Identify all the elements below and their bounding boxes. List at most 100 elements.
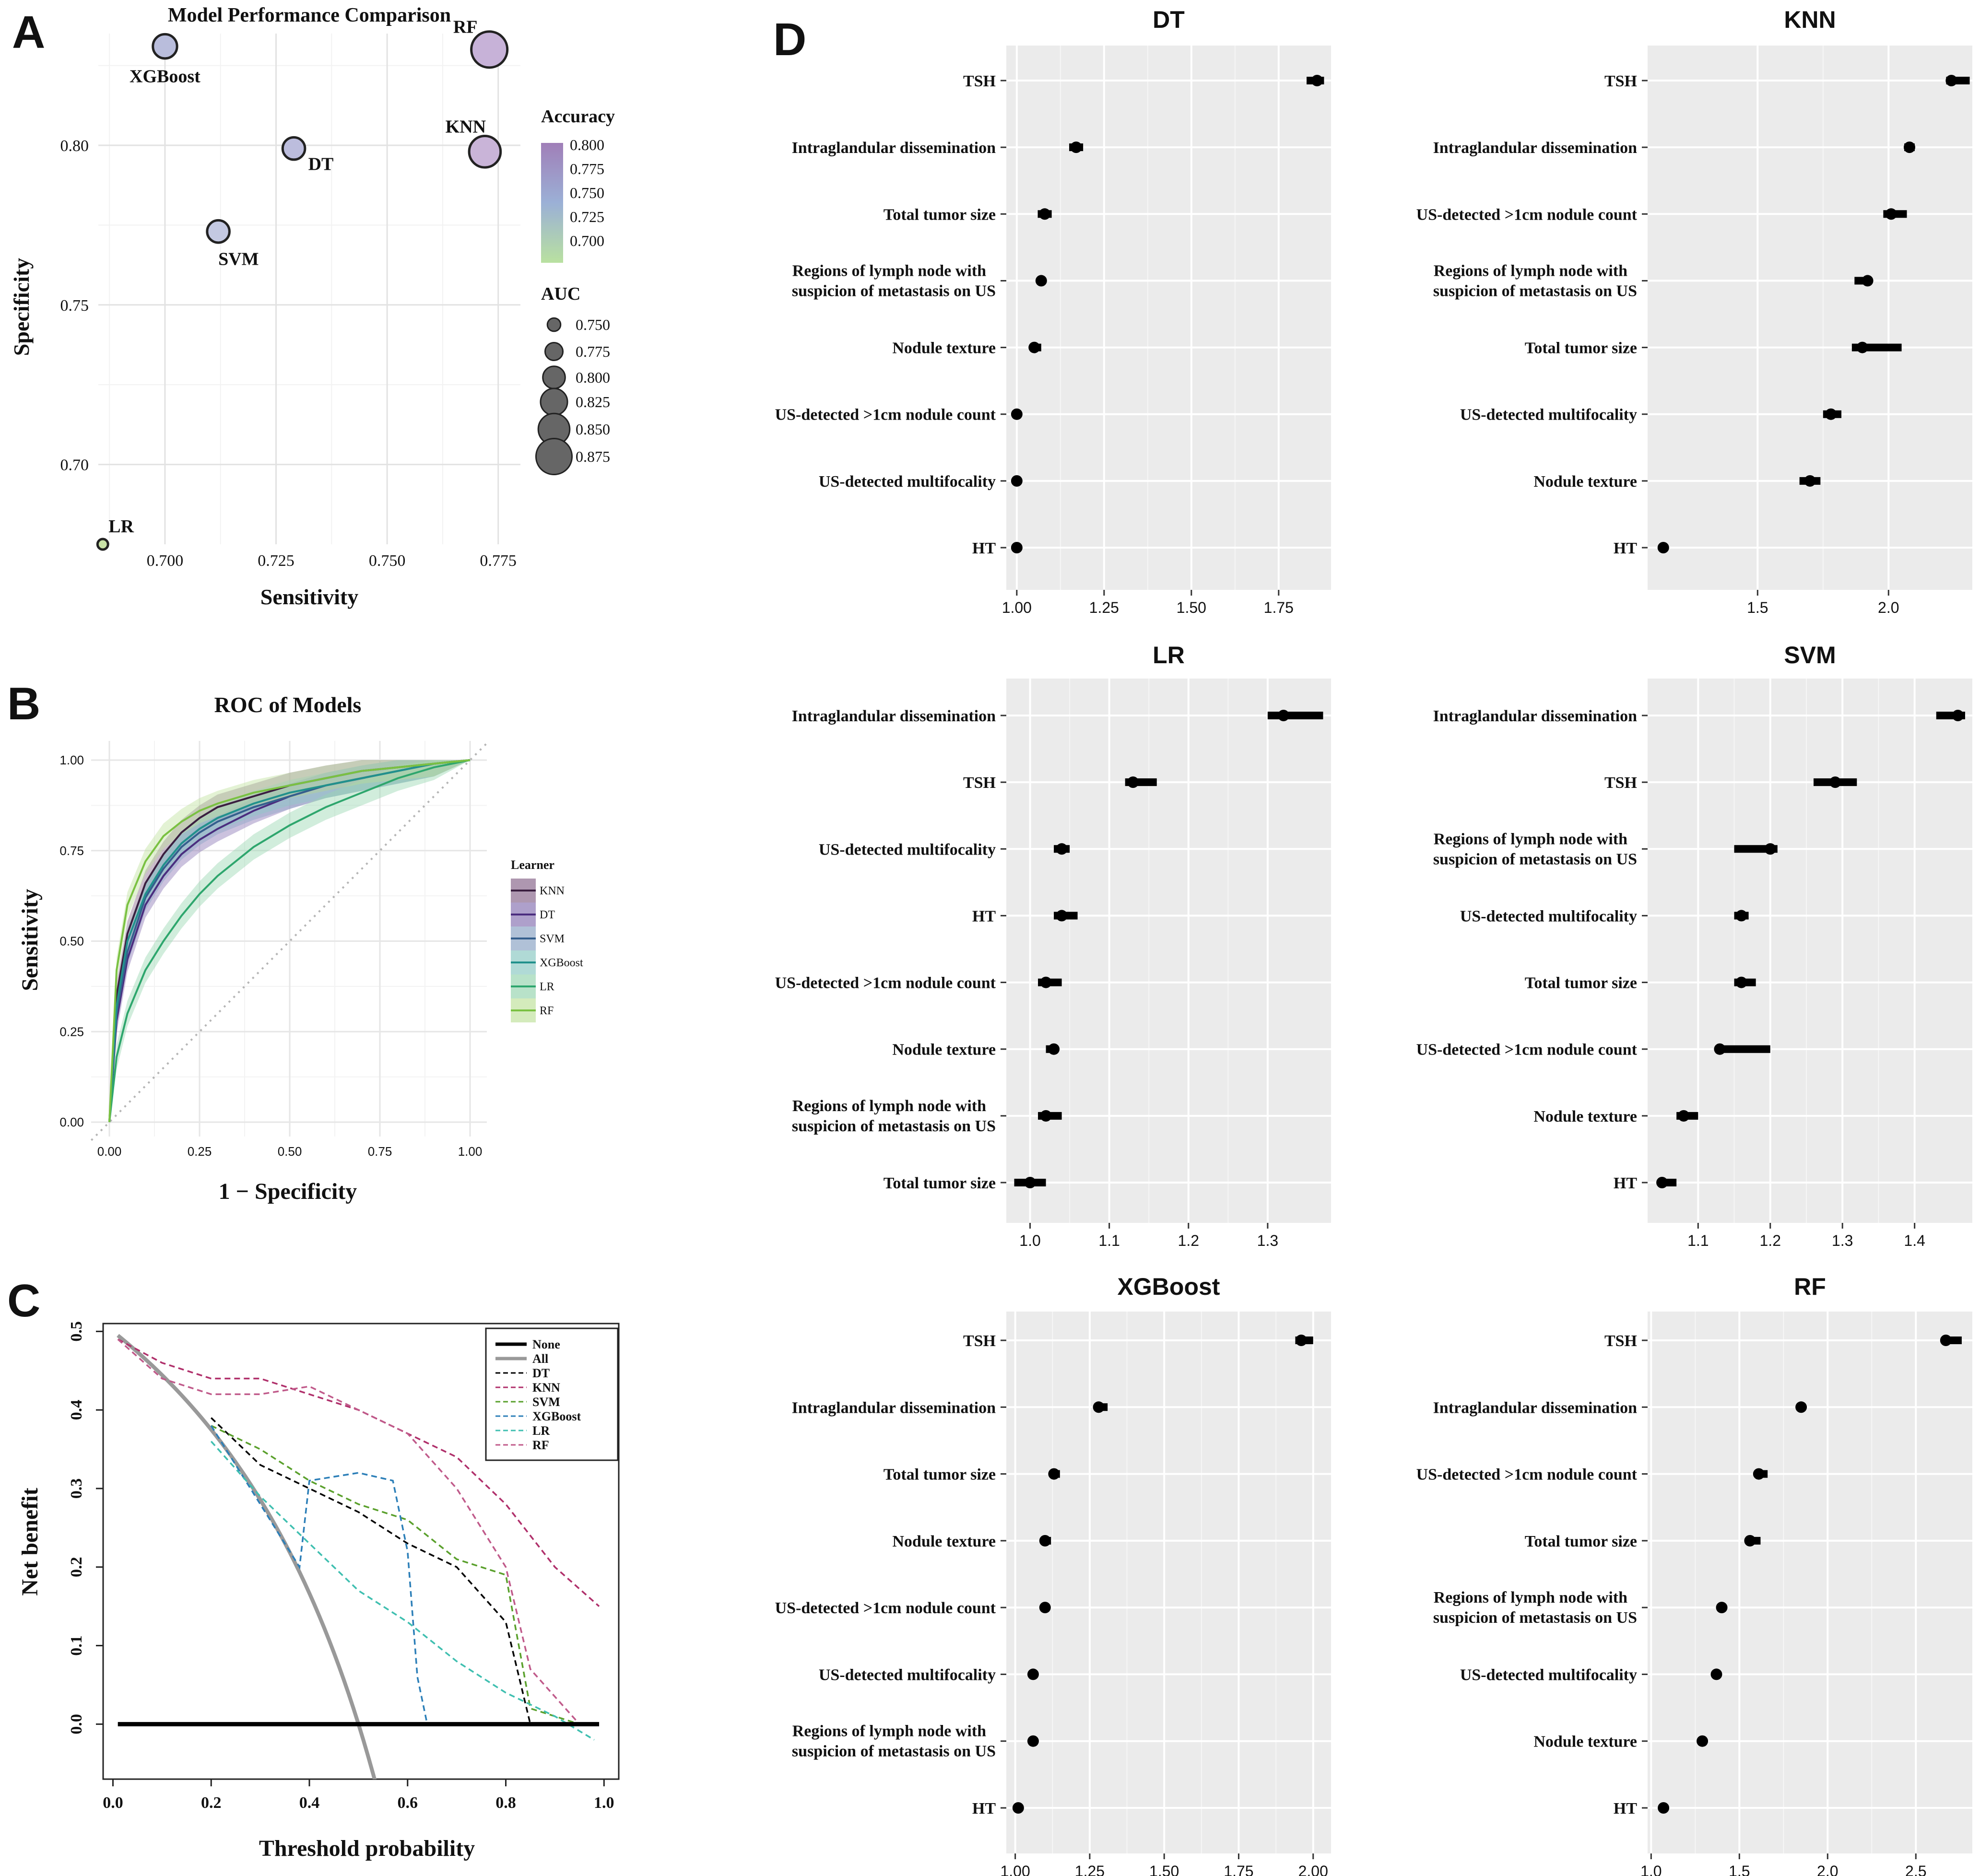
- feature-label: TSH: [1604, 72, 1637, 90]
- legend-label: KNN: [540, 885, 565, 897]
- feature-label: US-detected multifocality: [819, 841, 996, 858]
- legend-label: LR: [532, 1424, 550, 1438]
- feature-label: US-detected multifocality: [1460, 907, 1637, 925]
- legend-label: 0.825: [576, 393, 610, 410]
- feature-label: HT: [1614, 1174, 1637, 1192]
- legend-title: Accuracy: [541, 106, 615, 127]
- feature-label: Nodule texture: [1533, 1733, 1637, 1751]
- roc-line-lr: [108, 759, 471, 1123]
- panel-b: B ROC of Models 0.00 0.25 0.50 0.75 1.00 0.00 0.…: [7, 678, 583, 1204]
- feature-label: suspicion of metastasis on US: [1433, 850, 1637, 868]
- legend-label: RF: [532, 1438, 549, 1452]
- legend-label: 0.850: [576, 421, 610, 438]
- x-tick-label: 0.0: [103, 1794, 123, 1812]
- x-tick-label: 0.8: [495, 1794, 516, 1812]
- y-tick-label: 1.00: [59, 753, 84, 767]
- feature-label: Total tumor size: [884, 206, 996, 223]
- importance-point: [1825, 408, 1837, 420]
- feature-label: Total tumor size: [1525, 974, 1637, 992]
- x-tick-label: 0.2: [201, 1794, 222, 1812]
- x-tick-label: 2.0: [1878, 599, 1899, 616]
- dca-line-svm: [211, 1425, 580, 1725]
- feature-label: TSH: [1604, 1332, 1637, 1350]
- roc-line-xgboost: [108, 759, 471, 1123]
- feature-label: US-detected multifocality: [1460, 406, 1637, 424]
- importance-point: [1027, 1735, 1039, 1747]
- x-tick-label: 1.1: [1098, 1232, 1120, 1249]
- legend-title: AUC: [541, 284, 580, 304]
- importance-point: [1952, 710, 1964, 721]
- x-axis-label: Threshold probability: [259, 1836, 475, 1861]
- feature-label: Intraglandular dissemination: [1433, 707, 1638, 725]
- panel-d: D DT 1.00 1.25 1.50 1.75 TSH Intraglandular dis…: [773, 6, 1972, 1876]
- legend-label: KNN: [532, 1381, 560, 1395]
- bubble-lr: [96, 538, 109, 551]
- legend-label: 0.700: [570, 232, 604, 249]
- dca-line-xgboost: [210, 1425, 580, 1725]
- feature-label: Intraglandular dissemination: [792, 707, 996, 725]
- forest-subplot-svm: SVM 1.1 1.2 1.3 1.4 Intraglandular disseminat…: [1416, 642, 1972, 1249]
- x-tick-label: 1.5: [1729, 1863, 1750, 1876]
- feature-label: Regions of lymph node with: [792, 262, 986, 280]
- feature-label: US-detected multifocality: [819, 473, 996, 491]
- importance-point: [1056, 843, 1068, 855]
- x-tick-label: 1.0: [1019, 1232, 1040, 1249]
- x-tick-label: 1.1: [1687, 1232, 1709, 1249]
- feature-label: suspicion of metastasis on US: [1433, 282, 1637, 300]
- feature-label: Intraglandular dissemination: [1433, 139, 1638, 157]
- chart-title: ROC of Models: [214, 692, 362, 717]
- importance-point: [1940, 1335, 1952, 1346]
- importance-point: [1295, 1335, 1307, 1346]
- feature-label: Regions of lymph node with: [1434, 1589, 1627, 1606]
- importance-point: [1024, 1177, 1036, 1188]
- importance-point: [1127, 776, 1139, 788]
- importance-point: [1945, 75, 1957, 86]
- forest-subplot-lr: LR 1.0 1.1 1.2 1.3 Intraglandular disseminati…: [775, 642, 1331, 1249]
- x-tick-label: 0.4: [299, 1794, 320, 1812]
- y-tick-label: 0.50: [59, 934, 84, 949]
- feature-label: suspicion of metastasis on US: [792, 282, 996, 300]
- y-tick-label: 0.00: [59, 1115, 84, 1129]
- panel-letter: B: [7, 678, 40, 729]
- x-tick-label: 0.50: [278, 1144, 302, 1159]
- x-tick-label: 1.5: [1747, 599, 1768, 616]
- subplot-title: SVM: [1784, 642, 1836, 668]
- dca-line-rf: [117, 1338, 580, 1725]
- feature-label: suspicion of metastasis on US: [792, 1743, 996, 1760]
- importance-point: [1040, 976, 1052, 988]
- feature-label: US-detected multifocality: [1460, 1666, 1637, 1684]
- y-axis-label: Specificity: [9, 258, 34, 356]
- importance-point: [1658, 1802, 1670, 1814]
- legend-label: RF: [540, 1005, 554, 1017]
- y-tick-label: 0.2: [68, 1557, 85, 1578]
- feature-label: suspicion of metastasis on US: [792, 1117, 996, 1135]
- subplot-title: XGBoost: [1118, 1273, 1220, 1300]
- y-tick-label: 0.0: [68, 1714, 85, 1735]
- x-tick-label: 1.0: [594, 1794, 614, 1812]
- y-tick-label: 0.75: [60, 297, 89, 315]
- feature-label: HT: [972, 539, 996, 557]
- y-tick-label: 0.4: [68, 1400, 85, 1420]
- feature-label: HT: [972, 1800, 996, 1817]
- legend-label: 0.800: [570, 136, 604, 153]
- legend-label: DT: [540, 909, 555, 921]
- feature-label: US-detected >1cm nodule count: [775, 1599, 996, 1617]
- x-tick-label: 1.25: [1089, 599, 1119, 616]
- legend-label: 0.775: [576, 343, 610, 360]
- dca-line-all: [117, 1334, 377, 1779]
- feature-label: Regions of lymph node with: [792, 1723, 986, 1740]
- bubble-label: LR: [108, 516, 134, 537]
- x-tick-label: 1.3: [1832, 1232, 1853, 1249]
- plot-frame: [102, 1323, 620, 1780]
- x-tick-label: 0.775: [480, 552, 517, 570]
- feature-label: Regions of lymph node with: [1434, 830, 1627, 848]
- x-tick-label: 1.2: [1178, 1232, 1199, 1249]
- feature-label: US-detected >1cm nodule count: [775, 406, 996, 424]
- importance-point: [1753, 1468, 1765, 1480]
- panel-a: A Model Performance Comparison 0.700 0.725 0…: [9, 4, 615, 609]
- importance-point: [1011, 542, 1023, 553]
- x-tick-label: 2.00: [1298, 1863, 1328, 1876]
- importance-point: [1903, 141, 1915, 153]
- feature-label: US-detected >1cm nodule count: [775, 974, 996, 992]
